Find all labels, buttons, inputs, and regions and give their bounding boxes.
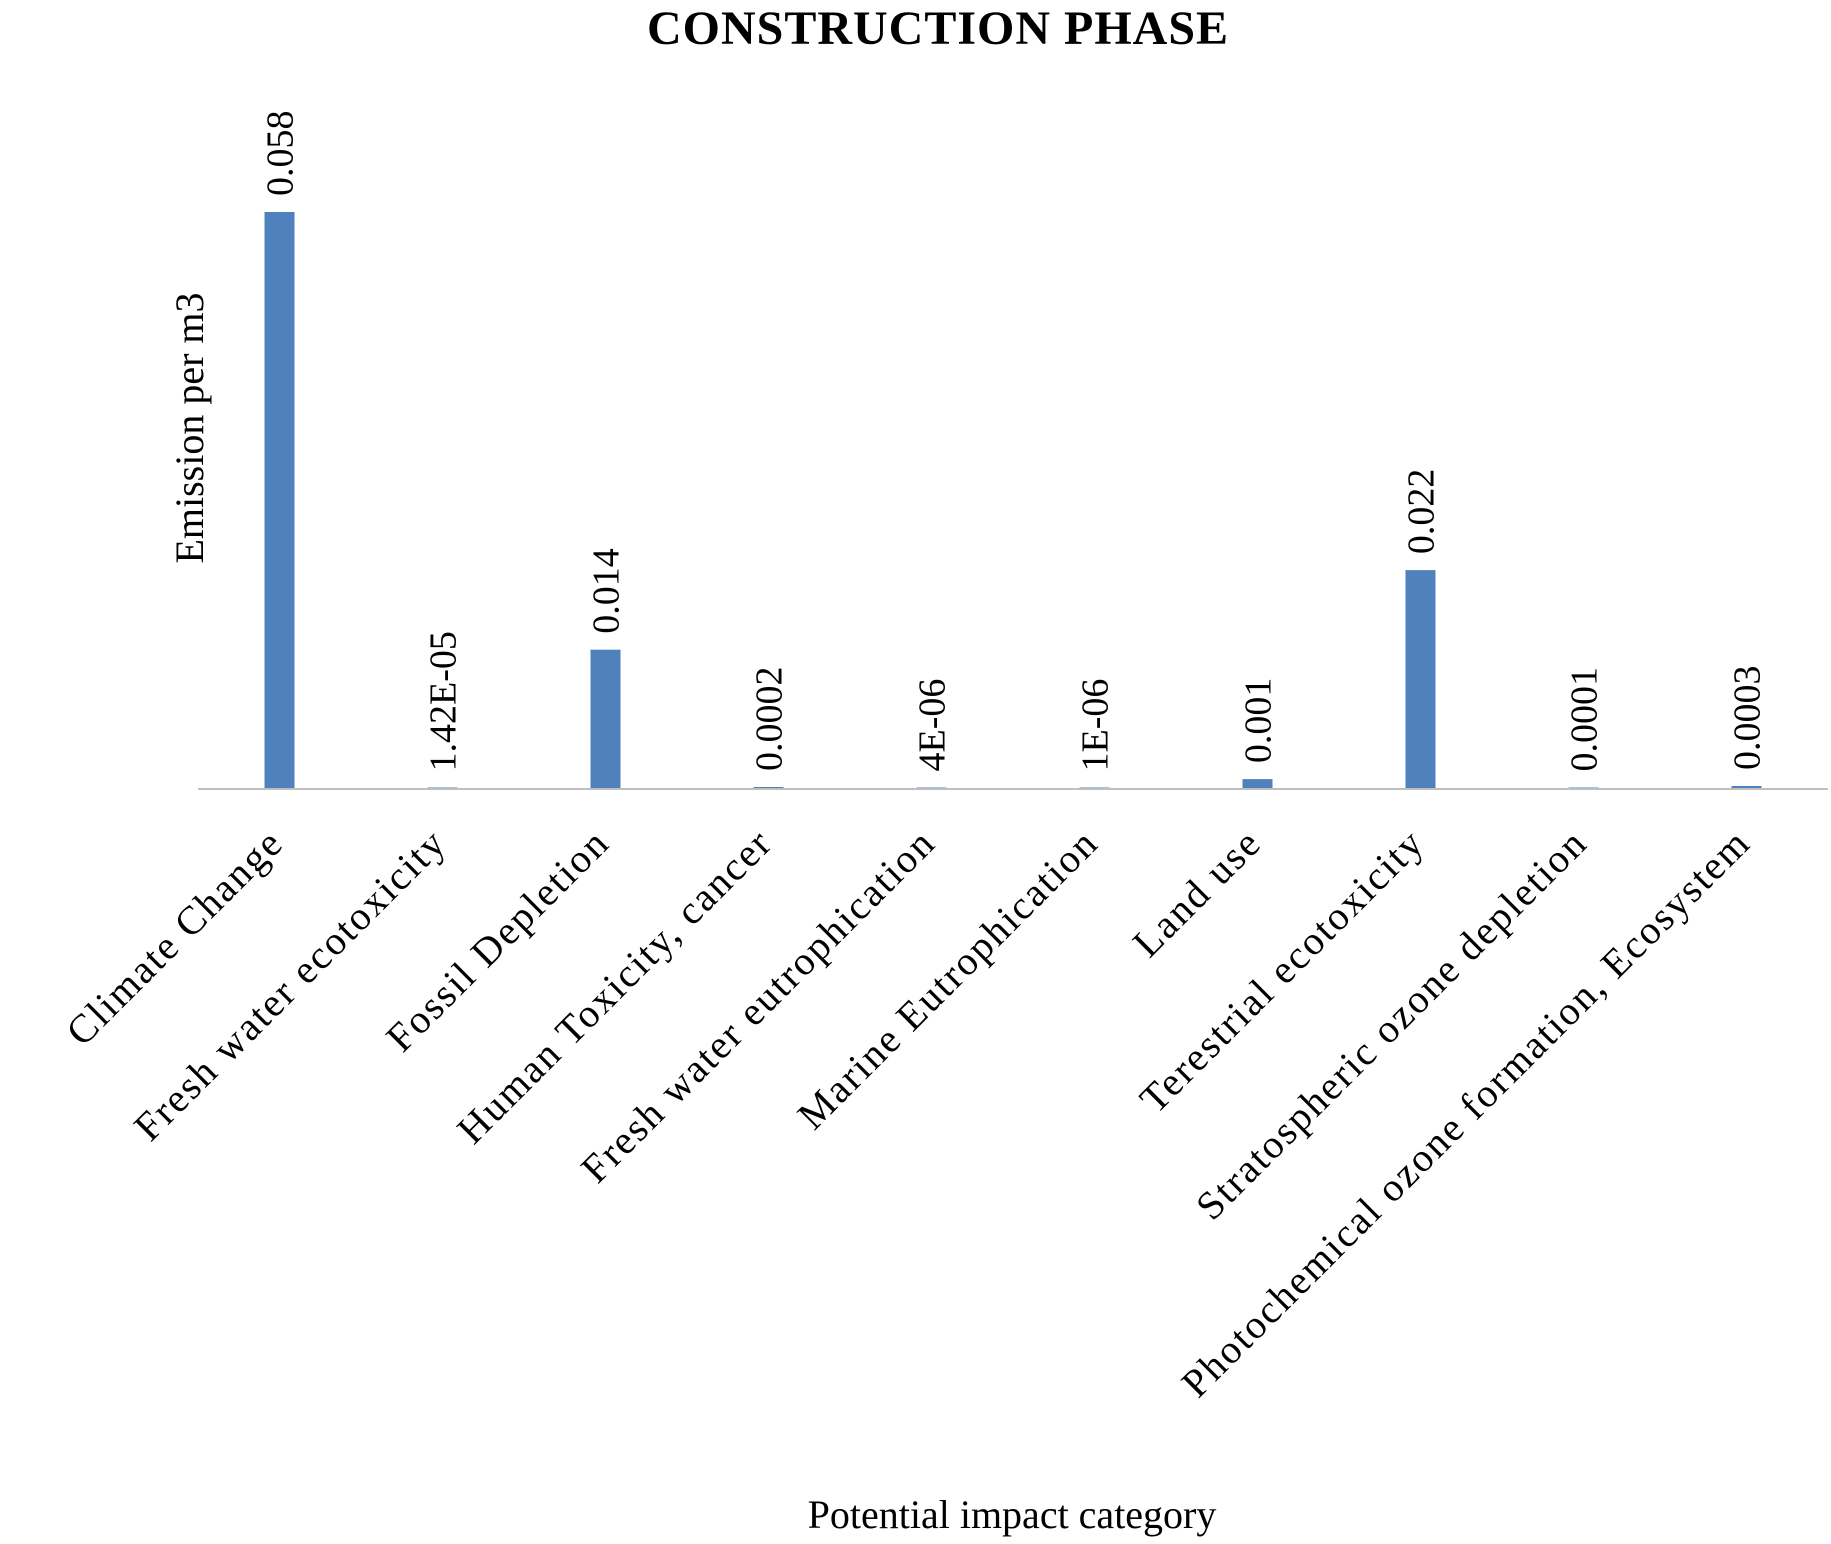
data-label-2: 1.42E-05: [423, 631, 465, 771]
bar-3: [590, 649, 621, 789]
x-tick-label-10: Photochemical ozone formation, Ecosystem: [1172, 820, 1758, 1406]
x-tick-label-2: Fresh water ecotoxicity: [125, 820, 455, 1150]
x-tick-label-8: Terestrial ecotoxicity: [1131, 820, 1433, 1122]
x-axis-title: Potential impact category: [808, 1492, 1217, 1537]
data-label-8: 0.022: [1401, 469, 1443, 555]
x-tick-label-4: Human Toxicity, cancer: [448, 820, 781, 1153]
bar-10: [1731, 786, 1762, 789]
bar-8: [1405, 570, 1436, 789]
data-label-3: 0.014: [586, 548, 628, 634]
bar-7: [1242, 779, 1273, 789]
data-label-5: 4E-06: [912, 679, 954, 772]
data-label-7: 0.001: [1238, 678, 1280, 764]
data-label-6: 1E-06: [1075, 679, 1117, 772]
x-tick-label-7: Land use: [1124, 820, 1270, 966]
x-tick-label-6: Marine Eutrophication: [789, 820, 1107, 1138]
data-label-9: 0.0001: [1564, 667, 1606, 772]
y-axis-title: Emission per m3: [167, 292, 212, 563]
bar-1: [264, 212, 295, 789]
data-label-1: 0.058: [260, 111, 302, 197]
data-labels-group: 0.058 1.42E-05 0.014 0.0002 4E-06 1E-06 0.001 0…: [260, 111, 1769, 772]
bars-group: [264, 212, 1762, 789]
data-label-4: 0.0002: [749, 667, 791, 772]
data-label-10: 0.0003: [1727, 666, 1769, 771]
chart-title: CONSTRUCTION PHASE: [647, 2, 1229, 55]
